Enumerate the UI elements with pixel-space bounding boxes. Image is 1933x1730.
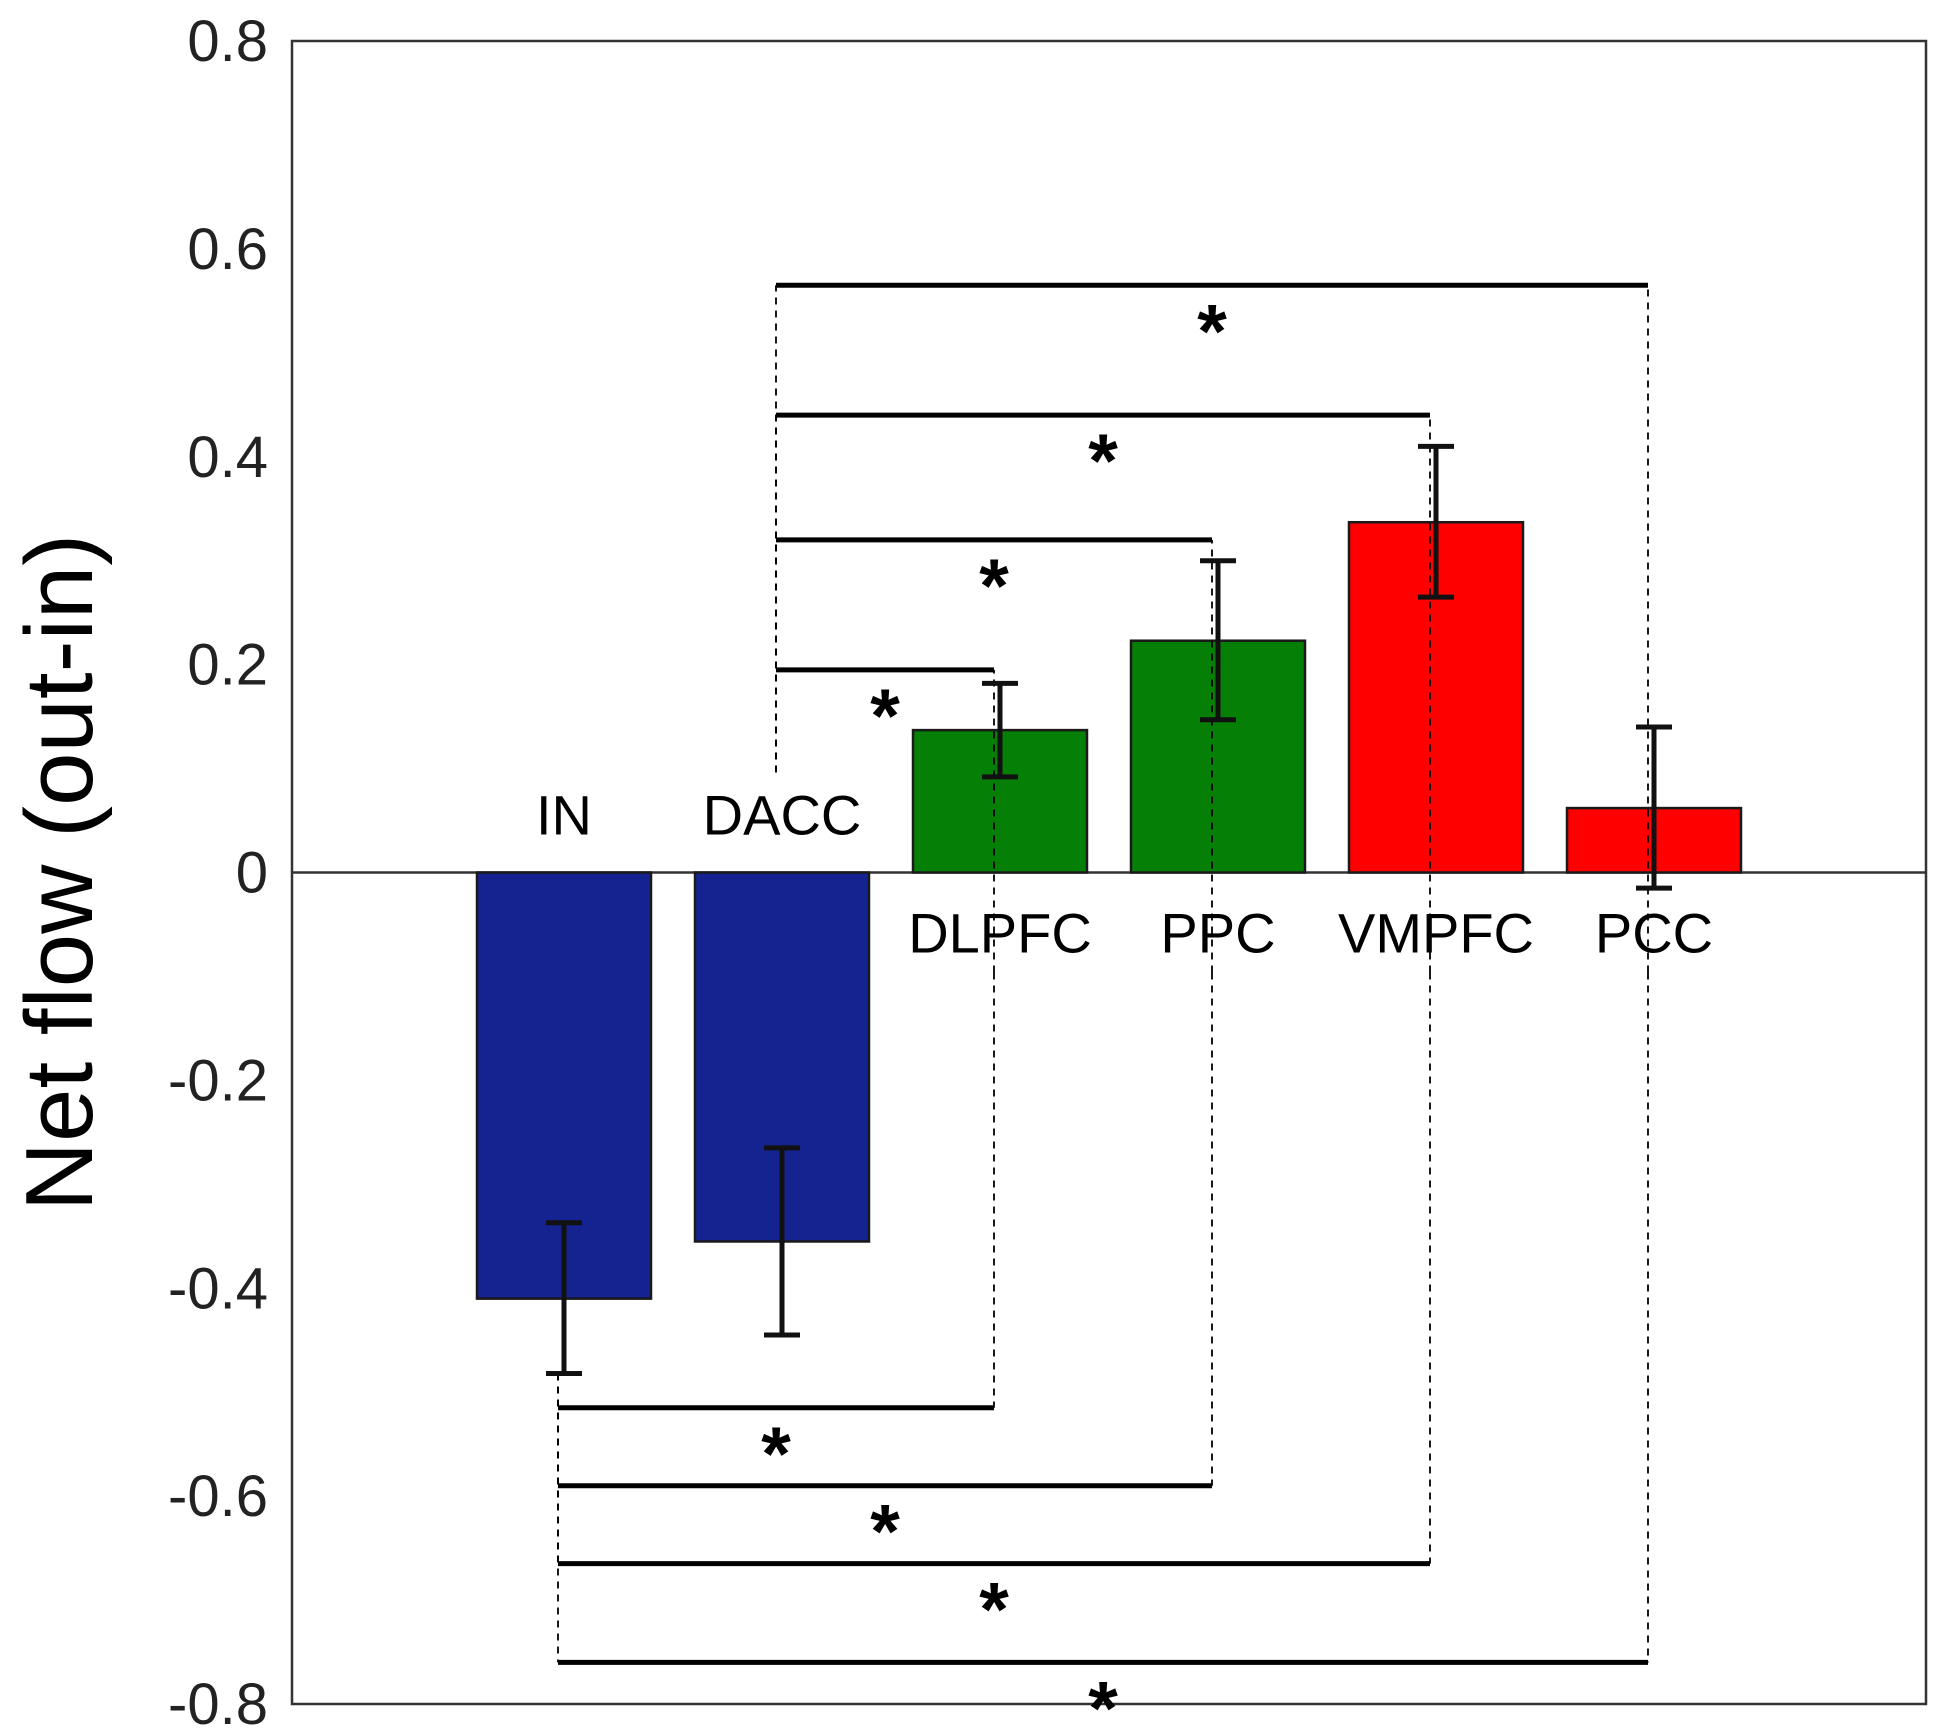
- error-bar-pcc: [1636, 724, 1672, 891]
- significance-in-ppc-star: *: [870, 1490, 900, 1575]
- significance-in-vmpfc: *: [557, 972, 1431, 1653]
- significance-in-ppc: *: [557, 972, 1213, 1575]
- category-label-pcc: PCC: [1595, 902, 1713, 965]
- y-tick-label-1: 0.8: [187, 9, 268, 74]
- y-tick-label-4: 0.2: [187, 633, 268, 698]
- significance-dacc-ppc: *: [775, 537, 1213, 973]
- error-bar-dacc: [764, 1145, 800, 1338]
- error-bar-in: [546, 1220, 582, 1376]
- significance-dacc-vmpfc: *: [775, 412, 1431, 973]
- significance-dacc-pcc-star: *: [1197, 289, 1227, 374]
- significance-dacc-ppc-star: *: [979, 544, 1009, 629]
- significance-in-pcc-star: *: [1088, 1666, 1118, 1730]
- category-label-ppc: PPC: [1160, 902, 1275, 965]
- significance-in-vmpfc-star: *: [979, 1568, 1009, 1653]
- y-axis-title: Net flow (out-in): [6, 534, 113, 1212]
- significance-dacc-dlpfc-star: *: [870, 674, 900, 759]
- y-tick-label-6: -0.2: [168, 1048, 268, 1113]
- significance-in-pcc: *: [557, 972, 1649, 1730]
- category-label-dacc: DACC: [703, 784, 862, 847]
- labels-layer: 0.8 0.6 0.4 0.2 0 -0.2 -0.4 -0.6 -0.8 IN DACC DLPFC…: [168, 9, 1713, 1730]
- y-tick-label-5: 0: [236, 841, 268, 906]
- significance-dacc-dlpfc: *: [775, 667, 995, 973]
- y-tick-label-9: -0.8: [168, 1672, 268, 1730]
- category-label-in: IN: [536, 784, 592, 847]
- bars-layer: [475, 520, 1743, 1300]
- significance-layer: * * * * * * * *: [557, 282, 1649, 1730]
- category-label-dlpfc: DLPFC: [908, 902, 1092, 965]
- significance-in-dlpfc-star: *: [761, 1412, 791, 1497]
- y-tick-label-8: -0.6: [168, 1464, 268, 1529]
- error-bar-ppc: [1200, 558, 1236, 723]
- error-bar-vmpfc: [1418, 443, 1454, 600]
- error-bars-layer: [546, 443, 1672, 1376]
- y-tick-label-7: -0.4: [168, 1256, 268, 1321]
- error-bar-dlpfc: [982, 680, 1018, 780]
- y-tick-label-2: 0.6: [187, 217, 268, 282]
- significance-dacc-vmpfc-star: *: [1088, 419, 1118, 504]
- significance-in-dlpfc: *: [557, 972, 995, 1497]
- category-label-vmpfc: VMPFC: [1338, 902, 1534, 965]
- y-tick-label-3: 0.4: [187, 425, 268, 490]
